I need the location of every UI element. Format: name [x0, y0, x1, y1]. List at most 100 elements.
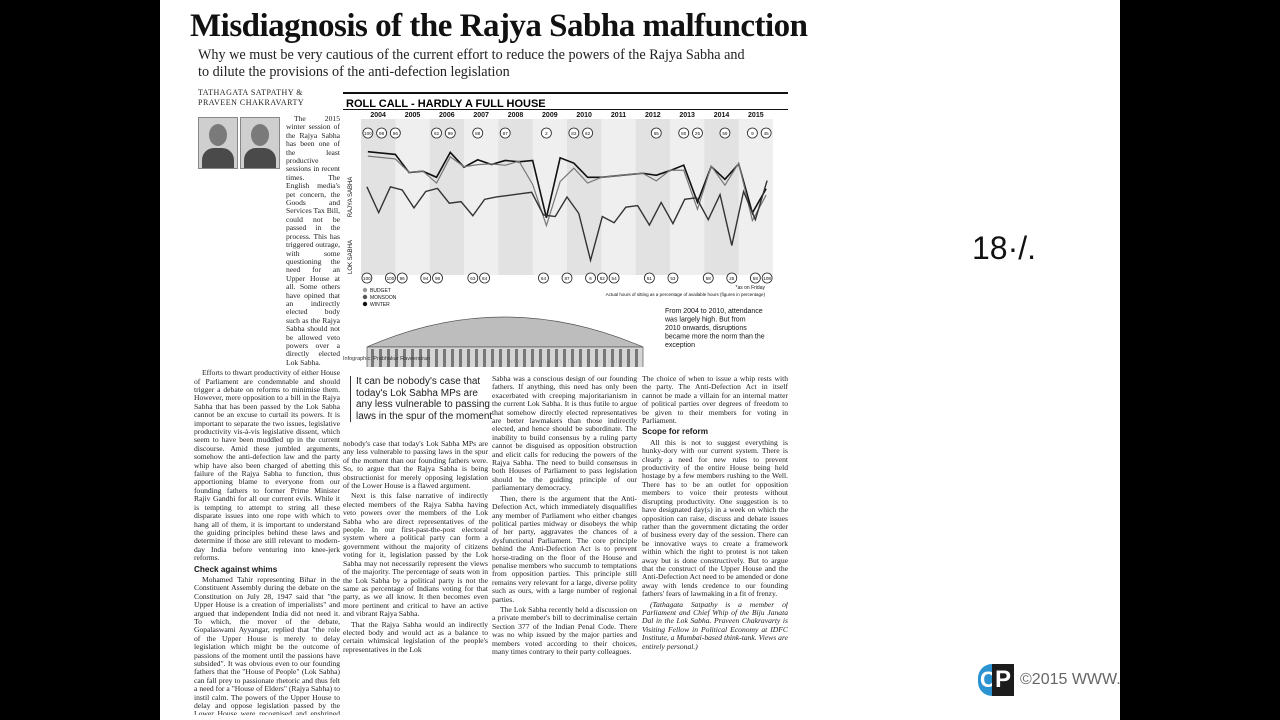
ls-marker — [479, 272, 491, 284]
ls-value: 84 — [482, 276, 488, 281]
ls-value: 62 — [600, 276, 606, 281]
year-label: 2006 — [439, 112, 455, 119]
year-label: 2009 — [542, 112, 558, 119]
paragraph: Efforts to thwart productivity of either… — [194, 368, 340, 563]
parliament-column — [539, 349, 542, 367]
parliament-column — [491, 349, 494, 367]
rs-marker — [582, 127, 594, 139]
ls-value: 87 — [564, 276, 570, 281]
year-label: 2008 — [508, 112, 524, 119]
chart-annotation: From 2004 to 2010, attendance was largely… — [664, 308, 765, 349]
parliament-column — [475, 349, 478, 367]
ls-marker — [467, 272, 479, 284]
ls-value: 6 — [589, 276, 592, 281]
newspaper-page: Misdiagnosis of the Rajya Sabha malfunct… — [160, 0, 1120, 720]
rs-value: 65 — [654, 131, 660, 136]
rs-value: 100 — [364, 131, 372, 136]
rs-value: 45 — [764, 131, 770, 136]
year-label: 2010 — [576, 112, 592, 119]
parliament-column — [379, 349, 382, 367]
year-label: 2004 — [370, 112, 386, 119]
ls-marker — [385, 272, 396, 284]
parliament-column — [595, 349, 598, 367]
year-band — [361, 119, 396, 275]
rs-marker — [444, 127, 456, 139]
ls-marker — [538, 272, 549, 284]
rs-marker — [362, 127, 374, 139]
parliament-column — [619, 349, 622, 367]
author-photo-2 — [240, 117, 280, 169]
paragraph: Then, there is the argument that the Ant… — [492, 493, 637, 604]
chart-credit: Infographic: Prabhakar Raveendran — [343, 356, 431, 362]
rs-value: 62 — [434, 131, 440, 136]
author-note: (Tathagata Satpathy is a member of Parli… — [642, 599, 788, 651]
paragraph: All this is not to suggest everything is… — [642, 437, 788, 599]
ls-value: 25 — [729, 276, 735, 281]
parliament-column — [603, 349, 606, 367]
parliament-column — [387, 349, 390, 367]
pull-quote: It can be nobody's case that today's Lok… — [350, 376, 496, 422]
rs-marker — [540, 127, 552, 139]
paragraph: The 2015 winter session of the Rajya Sab… — [286, 115, 340, 367]
ls-marker — [643, 272, 655, 284]
byline-author-2: PRAVEEN CHAKRAVARTY — [198, 97, 305, 107]
article-column-1: The 2015 winter session of the Rajya Sab… — [194, 115, 340, 715]
rs-value: 62 — [585, 131, 591, 136]
parliament-column — [411, 349, 414, 367]
ls-marker — [761, 272, 773, 284]
parliament-column — [395, 349, 398, 367]
rs-marker — [746, 127, 758, 139]
year-label: 2015 — [748, 112, 764, 119]
rs-value: 88 — [475, 131, 481, 136]
chart-title: ROLL CALL - HARDLY A FULL HOUSE — [346, 98, 546, 110]
paragraph: Mohamed Tahir representing Bihar in the … — [194, 574, 340, 715]
ls-value: 58 — [753, 276, 759, 281]
parliament-column — [587, 349, 590, 367]
article-title: Misdiagnosis of the Rajya Sabha malfunct… — [190, 8, 808, 44]
parliament-column — [555, 349, 558, 367]
parliament-column — [579, 349, 582, 367]
author-photo-1 — [198, 117, 238, 169]
rs-marker — [692, 127, 703, 139]
ls-marker — [667, 272, 679, 284]
ls-value: 58 — [706, 276, 712, 281]
parliament-column — [483, 349, 486, 367]
ls-value: 63 — [470, 276, 476, 281]
article-column-2: nobody's case that today's Lok Sabha MPs… — [343, 440, 488, 718]
paragraph: The Lok Sabha recently held a discussion… — [492, 604, 637, 656]
section-heading: Scope for reform — [642, 427, 708, 437]
paragraph: That the Rajya Sabha would an indirectly… — [343, 619, 488, 654]
article-byline: TATHAGATA SATPATHY & PRAVEEN CHAKRAVARTY — [198, 88, 304, 107]
parliament-column — [435, 349, 438, 367]
rs-marker — [760, 127, 772, 139]
ls-value: 100 — [387, 276, 395, 281]
parliament-column — [419, 349, 422, 367]
parliament-column — [547, 349, 550, 367]
chart-header: ROLL CALL - HARDLY A FULL HOUSE — [343, 92, 788, 110]
ls-marker — [726, 272, 738, 284]
article-column-4: The choice of when to issue a whip rests… — [642, 375, 788, 718]
rs-value: 80 — [681, 131, 687, 136]
article-subtitle: Why we must be very cautious of the curr… — [198, 47, 745, 80]
rs-value: 99 — [448, 131, 454, 136]
year-band — [635, 119, 670, 275]
ls-marker — [432, 272, 443, 284]
year-label: 2012 — [645, 112, 661, 119]
legend-swatch — [362, 294, 368, 300]
rs-value: 9 — [751, 131, 754, 136]
year-band — [498, 119, 533, 275]
ls-value: 51 — [647, 276, 653, 281]
ls-value: 54 — [612, 276, 618, 281]
parliament-column — [571, 349, 574, 367]
year-label: 2013 — [679, 112, 695, 119]
parliament-column — [611, 349, 614, 367]
year-label: 2007 — [473, 112, 489, 119]
ls-marker — [596, 272, 608, 284]
parliament-column — [515, 349, 518, 367]
ls-marker — [608, 272, 620, 284]
handwritten-note: 18·/. — [972, 230, 1037, 266]
parliament-column — [427, 349, 430, 367]
parliament-column — [459, 349, 462, 367]
legend-label: WINTER — [370, 302, 390, 308]
ls-value: 98 — [435, 276, 441, 281]
